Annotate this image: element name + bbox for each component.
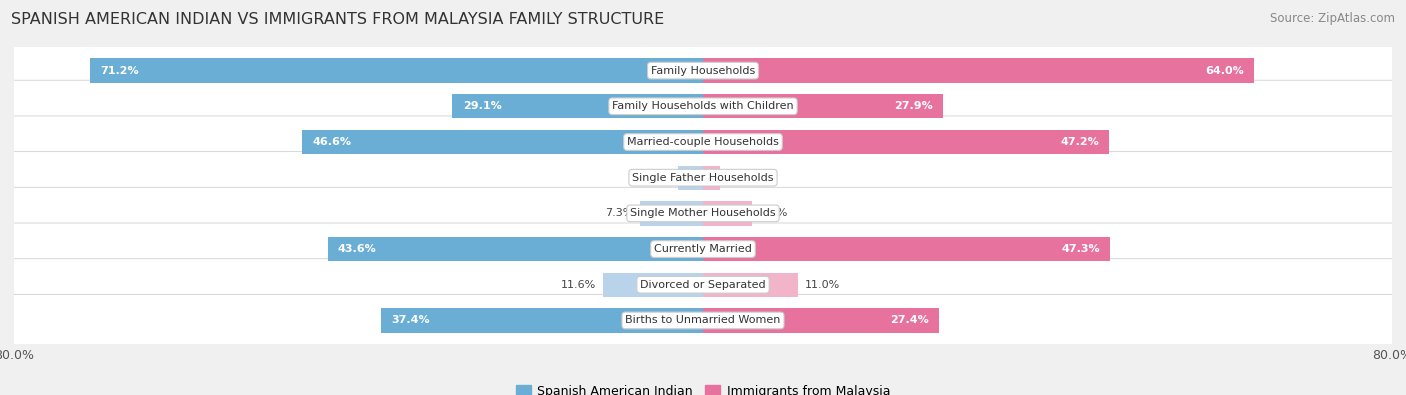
Bar bbox=[703, 58, 1254, 83]
Bar bbox=[703, 273, 797, 297]
Text: 71.2%: 71.2% bbox=[100, 66, 139, 75]
Text: 27.9%: 27.9% bbox=[894, 101, 934, 111]
Bar bbox=[453, 94, 703, 118]
Text: Divorced or Separated: Divorced or Separated bbox=[640, 280, 766, 290]
FancyBboxPatch shape bbox=[7, 187, 1399, 239]
Text: 11.6%: 11.6% bbox=[561, 280, 596, 290]
Text: 46.6%: 46.6% bbox=[312, 137, 352, 147]
FancyBboxPatch shape bbox=[7, 80, 1399, 132]
Text: Single Father Households: Single Father Households bbox=[633, 173, 773, 182]
FancyBboxPatch shape bbox=[7, 152, 1399, 204]
FancyBboxPatch shape bbox=[7, 223, 1399, 275]
Bar bbox=[678, 166, 703, 190]
Bar bbox=[603, 273, 703, 297]
Text: 47.3%: 47.3% bbox=[1062, 244, 1099, 254]
Bar bbox=[302, 130, 703, 154]
Text: 2.9%: 2.9% bbox=[643, 173, 671, 182]
Text: 47.2%: 47.2% bbox=[1060, 137, 1099, 147]
Bar bbox=[381, 308, 703, 333]
Text: SPANISH AMERICAN INDIAN VS IMMIGRANTS FROM MALAYSIA FAMILY STRUCTURE: SPANISH AMERICAN INDIAN VS IMMIGRANTS FR… bbox=[11, 12, 665, 27]
Text: Source: ZipAtlas.com: Source: ZipAtlas.com bbox=[1270, 12, 1395, 25]
Bar bbox=[703, 94, 943, 118]
Text: Family Households with Children: Family Households with Children bbox=[612, 101, 794, 111]
Text: Family Households: Family Households bbox=[651, 66, 755, 75]
Text: 27.4%: 27.4% bbox=[890, 316, 928, 325]
FancyBboxPatch shape bbox=[7, 116, 1399, 168]
Text: 43.6%: 43.6% bbox=[337, 244, 377, 254]
Text: Married-couple Households: Married-couple Households bbox=[627, 137, 779, 147]
FancyBboxPatch shape bbox=[7, 45, 1399, 97]
Text: Births to Unmarried Women: Births to Unmarried Women bbox=[626, 316, 780, 325]
Text: 37.4%: 37.4% bbox=[391, 316, 430, 325]
Bar bbox=[703, 308, 939, 333]
Bar bbox=[703, 130, 1109, 154]
Text: 2.0%: 2.0% bbox=[727, 173, 755, 182]
FancyBboxPatch shape bbox=[7, 294, 1399, 346]
Text: 5.7%: 5.7% bbox=[759, 209, 787, 218]
Text: Single Mother Households: Single Mother Households bbox=[630, 209, 776, 218]
Text: 64.0%: 64.0% bbox=[1205, 66, 1244, 75]
Bar bbox=[640, 201, 703, 226]
Bar bbox=[90, 58, 703, 83]
Text: 11.0%: 11.0% bbox=[804, 280, 839, 290]
Text: 7.3%: 7.3% bbox=[605, 209, 633, 218]
Legend: Spanish American Indian, Immigrants from Malaysia: Spanish American Indian, Immigrants from… bbox=[510, 380, 896, 395]
Bar bbox=[703, 166, 720, 190]
Bar bbox=[703, 237, 1111, 261]
Text: 29.1%: 29.1% bbox=[463, 101, 502, 111]
Text: Currently Married: Currently Married bbox=[654, 244, 752, 254]
Bar bbox=[703, 201, 752, 226]
FancyBboxPatch shape bbox=[7, 259, 1399, 311]
Bar bbox=[328, 237, 703, 261]
